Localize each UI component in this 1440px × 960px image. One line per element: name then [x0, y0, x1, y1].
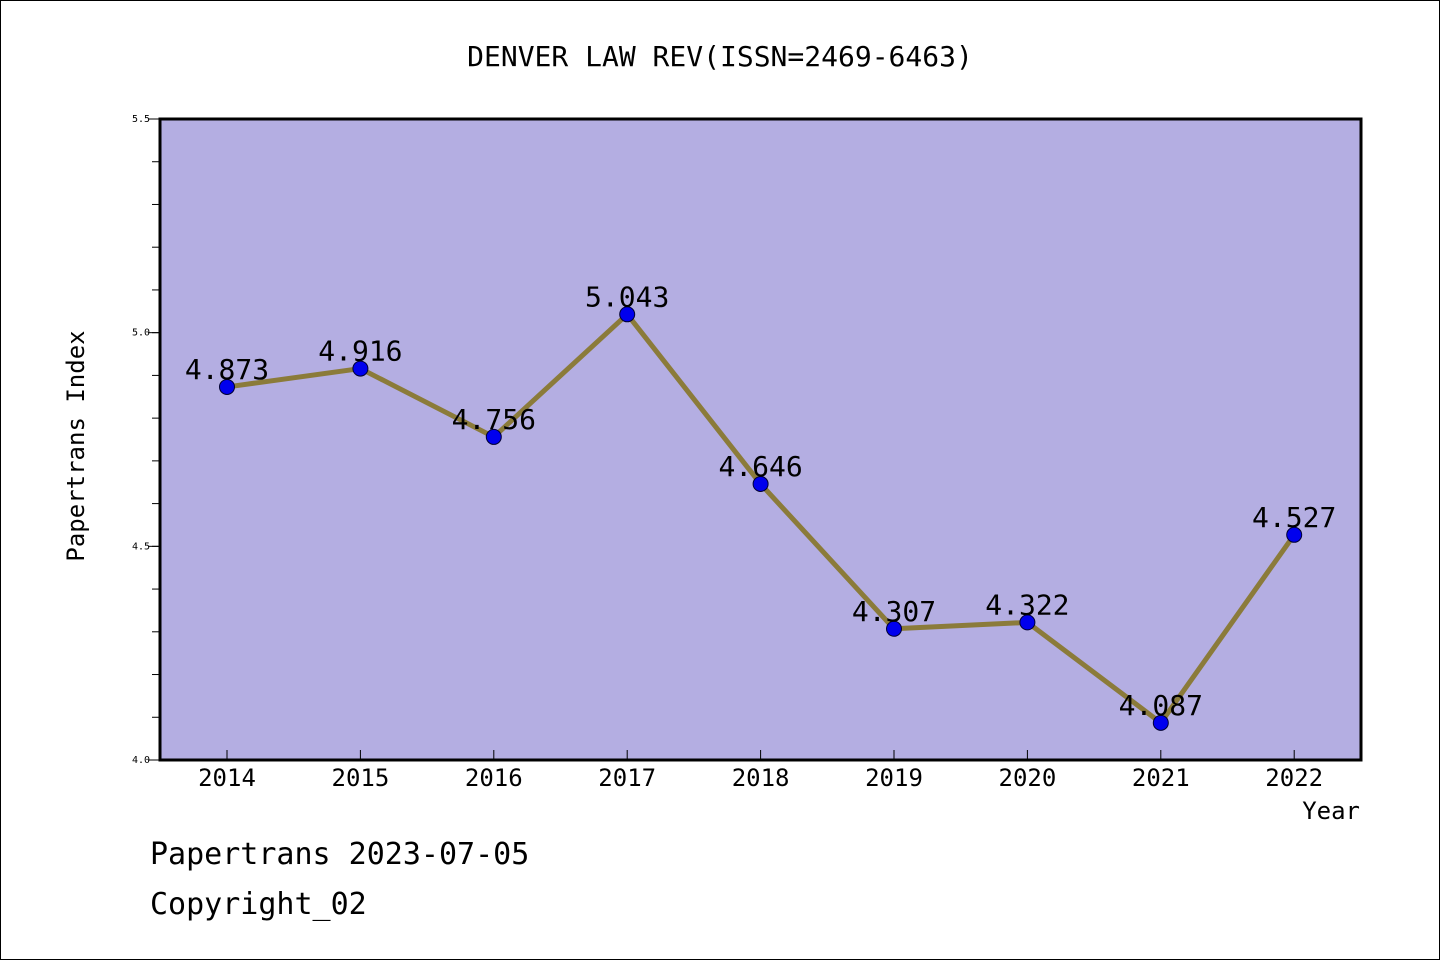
data-point [752, 475, 769, 492]
x-tick-label: 2014 [198, 764, 256, 792]
x-axis-label: Year [1302, 797, 1360, 825]
data-labels-group: 4.873 4.916 4.756 5.043 4.646 4.307 4.322 4.087… [185, 280, 1336, 722]
data-point [1152, 714, 1169, 731]
data-label: 4.322 [985, 588, 1069, 621]
data-label: 4.873 [185, 353, 269, 386]
data-label: 4.756 [452, 403, 536, 436]
y-tick-label: 4.0 [132, 755, 150, 766]
data-point [485, 428, 502, 445]
x-axis-ticks: 2014 2015 2016 2017 2018 2019 2020 2021 2022 [198, 750, 1323, 792]
data-label: 4.527 [1252, 501, 1336, 534]
data-point [219, 378, 235, 395]
plot-area [158, 117, 1363, 762]
data-point [1019, 614, 1036, 631]
data-label: 4.646 [718, 450, 802, 483]
y-axis-label: Papertrans Index [62, 330, 90, 561]
footer-copyright: Copyright_02 [150, 887, 367, 922]
x-tick-label: 2016 [465, 764, 523, 792]
y-tick-label: 4.5 [132, 541, 150, 552]
x-tick-label: 2021 [1132, 764, 1190, 792]
chart-title: DENVER LAW REV(ISSN=2469-6463) [467, 40, 973, 73]
y-tick-label: 5.0 [132, 328, 150, 339]
data-point [1286, 526, 1303, 543]
data-point [619, 306, 636, 323]
data-label: 4.307 [852, 595, 936, 628]
data-points-group [219, 306, 1303, 731]
x-tick-label: 2019 [865, 764, 923, 792]
x-tick-label: 2018 [732, 764, 790, 792]
data-label: 4.916 [318, 335, 402, 368]
footer-date: Papertrans 2023-07-05 [150, 837, 529, 872]
data-label: 4.087 [1119, 689, 1203, 722]
y-axis-ticks: 4.0 4.5 5.0 5.5 [132, 114, 160, 766]
plot-background [158, 117, 1363, 762]
data-label: 5.043 [585, 280, 669, 313]
x-tick-label: 2022 [1265, 764, 1323, 792]
data-point [352, 360, 369, 377]
x-tick-label: 2017 [598, 764, 656, 792]
y-tick-label: 5.5 [132, 114, 150, 125]
x-tick-label: 2015 [332, 764, 390, 792]
x-tick-label: 2020 [999, 764, 1057, 792]
data-point [886, 620, 902, 637]
